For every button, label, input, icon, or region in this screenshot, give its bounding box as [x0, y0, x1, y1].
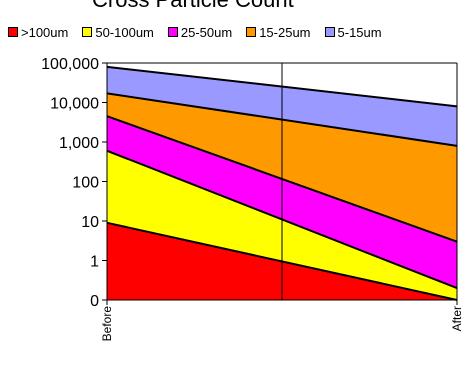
legend-swatch-1 — [82, 27, 93, 37]
legend-swatch-2 — [167, 27, 178, 37]
x-category-label-0: Before — [100, 306, 114, 342]
legend-label-0: >100um — [21, 24, 69, 40]
legend-item-3: 15-25um — [246, 24, 311, 40]
series-line-0 — [106, 221, 458, 301]
y-tick-label-4: 1,000 — [59, 135, 99, 152]
series-line-4 — [106, 65, 458, 108]
legend-item-4: 5-15um — [324, 24, 382, 40]
legend-label-3: 15-25um — [259, 24, 311, 40]
legend-item-2: 25-50um — [167, 24, 233, 40]
x-axis-labels: Before After — [100, 300, 464, 341]
y-tick-label-2: 10 — [81, 214, 99, 231]
chart-title: Cross Particle Count — [92, 0, 294, 13]
series-line-3 — [106, 92, 458, 147]
series-line-1 — [106, 149, 458, 290]
y-tick-label-0: 0 — [90, 293, 99, 310]
x-category-label-1: After — [450, 306, 464, 331]
legend-label-1: 50-100um — [95, 24, 154, 40]
y-axis-ticks: 0 1 10 100 1,000 10,000 100,000 — [41, 56, 107, 310]
legend-swatch-0 — [8, 27, 18, 37]
y-tick-label-3: 100 — [72, 175, 99, 192]
legend-swatch-4 — [324, 27, 335, 37]
legend-swatch-3 — [246, 27, 257, 37]
series-boundaries — [106, 65, 458, 301]
y-tick-label-6: 100,000 — [41, 56, 99, 73]
legend-label-2: 25-50um — [180, 24, 233, 40]
chart-legend: >100um 50-100um 25-50um 15-25um 5-15um — [8, 24, 396, 40]
legend-label-4: 5-15um — [337, 24, 382, 40]
series-line-2 — [106, 115, 458, 243]
legend-item-1: 50-100um — [82, 25, 154, 40]
legend-item-0: >100um — [8, 25, 68, 40]
y-tick-label-5: 10,000 — [50, 96, 99, 113]
y-tick-label-1: 1 — [90, 254, 99, 271]
